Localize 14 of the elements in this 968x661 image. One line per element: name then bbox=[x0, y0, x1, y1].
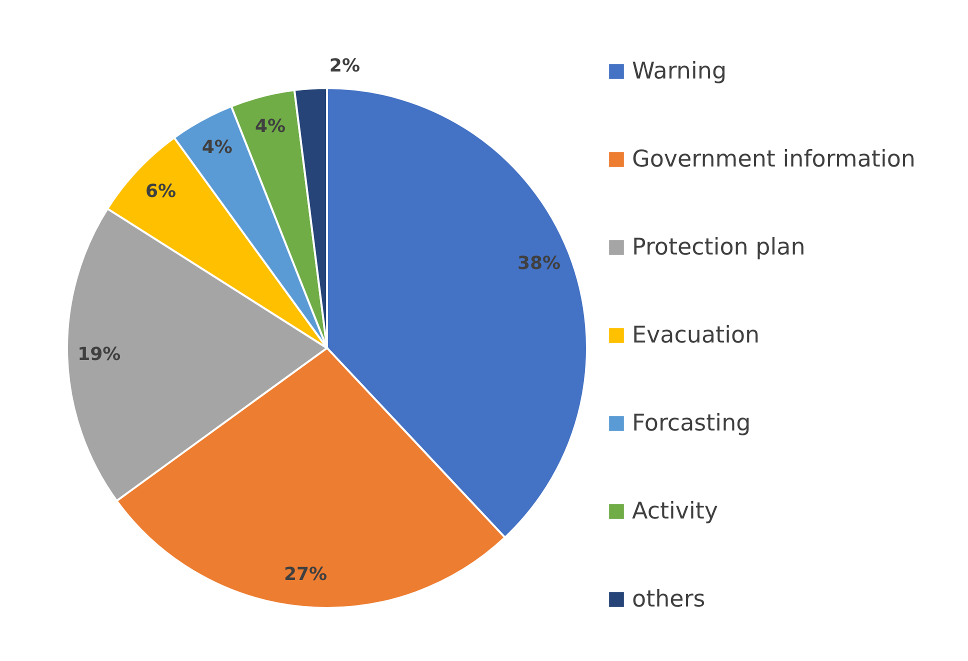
data-label: 38% bbox=[517, 253, 561, 274]
legend-label: Forcasting bbox=[632, 410, 751, 436]
data-label: 4% bbox=[255, 116, 286, 138]
legend-label: Evacuation bbox=[632, 322, 760, 348]
legend-label: others bbox=[632, 586, 706, 612]
data-label: 4% bbox=[202, 137, 232, 158]
data-label: 2% bbox=[329, 56, 360, 77]
legend-label: Warning bbox=[632, 58, 727, 84]
data-label: 6% bbox=[146, 180, 176, 202]
legend-label: Activity bbox=[632, 498, 718, 524]
data-label: 27% bbox=[284, 564, 328, 585]
data-label: 19% bbox=[78, 344, 121, 366]
legend-label: Government information bbox=[632, 146, 916, 172]
legend-label: Protection plan bbox=[632, 234, 806, 260]
